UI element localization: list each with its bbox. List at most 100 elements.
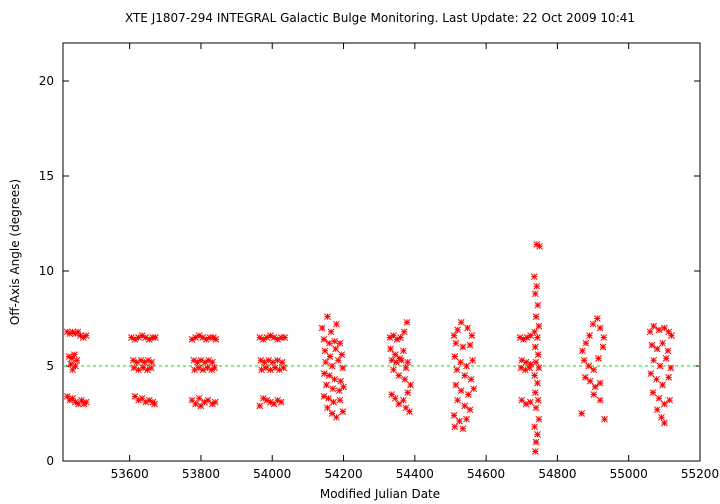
data-point	[599, 343, 607, 351]
data-point	[535, 415, 543, 423]
data-point	[665, 328, 672, 336]
data-point	[151, 334, 159, 341]
data-point	[601, 415, 608, 423]
data-point	[659, 381, 666, 389]
data-point	[531, 290, 539, 298]
data-point	[326, 353, 334, 360]
data-point	[397, 356, 405, 364]
data-point	[73, 356, 81, 364]
data-point	[69, 394, 76, 402]
data-point	[596, 379, 604, 387]
x-tick-label: 54800	[538, 467, 576, 481]
data-point	[459, 343, 467, 351]
x-axis: 53600 53800 54000 54200 54400 54600 54800 55000…	[111, 43, 719, 481]
data-point	[144, 356, 152, 364]
data-point	[400, 396, 407, 404]
data-point	[530, 273, 538, 281]
data-point	[452, 339, 460, 347]
data-point	[454, 326, 461, 334]
data-point	[534, 351, 542, 358]
data-point	[535, 364, 543, 372]
data-point	[661, 400, 668, 408]
data-point	[147, 364, 155, 372]
data-point	[329, 385, 337, 393]
data-point	[456, 417, 463, 425]
x-tick-label: 54200	[324, 467, 362, 481]
data-point	[395, 372, 403, 379]
data-point	[461, 372, 469, 379]
data-point	[327, 328, 335, 336]
data-point	[280, 364, 288, 372]
data-point	[664, 347, 672, 355]
data-point	[338, 351, 346, 358]
data-point	[148, 358, 156, 366]
data-point	[585, 362, 593, 370]
data-point	[533, 282, 541, 290]
data-point	[466, 341, 474, 349]
y-tick-label: 10	[39, 264, 54, 278]
data-point	[578, 410, 586, 417]
y-tick-label: 15	[39, 169, 54, 183]
data-point	[82, 398, 90, 406]
data-point	[337, 377, 345, 385]
data-point	[451, 353, 459, 360]
data-point	[391, 394, 399, 402]
data-point	[330, 398, 337, 406]
data-point	[649, 389, 657, 396]
data-point	[464, 324, 471, 332]
data-point	[390, 366, 397, 374]
data-point	[281, 334, 289, 341]
data-point	[256, 402, 264, 410]
data-point	[655, 326, 663, 334]
data-point	[665, 374, 672, 381]
data-point	[582, 339, 590, 347]
data-point	[454, 396, 461, 404]
data-point	[321, 347, 329, 355]
data-point	[138, 394, 146, 402]
data-point	[336, 339, 344, 347]
data-point	[579, 347, 586, 355]
data-point	[72, 362, 79, 370]
x-tick-label: 54600	[467, 467, 505, 481]
data-point	[211, 364, 218, 372]
data-point	[324, 313, 331, 320]
data-point	[531, 423, 538, 431]
data-point	[332, 345, 340, 353]
data-point	[334, 356, 342, 364]
data-point	[452, 381, 460, 389]
data-point	[276, 366, 283, 374]
y-axis-label: Off-Axis Angle (degrees)	[8, 179, 22, 325]
data-point	[536, 242, 543, 250]
data-point	[192, 400, 199, 408]
x-tick-label: 53800	[182, 467, 220, 481]
data-point	[333, 413, 340, 421]
data-point	[333, 320, 340, 328]
data-point	[532, 404, 540, 412]
data-point	[406, 408, 413, 415]
data-point	[451, 423, 459, 431]
data-point	[668, 332, 675, 339]
data-point	[648, 341, 656, 349]
data-point	[667, 364, 675, 372]
data-point	[463, 415, 470, 423]
data-point	[650, 356, 658, 364]
data-point	[595, 355, 602, 362]
data-point	[590, 366, 598, 374]
data-point	[339, 408, 347, 415]
y-tick-label: 0	[46, 454, 54, 468]
data-point	[531, 328, 538, 336]
x-tick-label: 54400	[396, 467, 434, 481]
data-point	[323, 381, 330, 389]
data-point	[532, 358, 540, 366]
data-point	[328, 362, 336, 370]
plot-frame	[62, 42, 701, 462]
data-point	[324, 404, 331, 412]
data-point	[653, 406, 661, 414]
data-point	[470, 385, 477, 393]
data-point	[596, 396, 604, 404]
y-axis: 0 5 10 15 20	[39, 74, 700, 468]
data-point	[267, 332, 274, 339]
data-point	[339, 364, 347, 372]
data-point	[318, 324, 326, 332]
x-tick-label: 55000	[610, 467, 648, 481]
